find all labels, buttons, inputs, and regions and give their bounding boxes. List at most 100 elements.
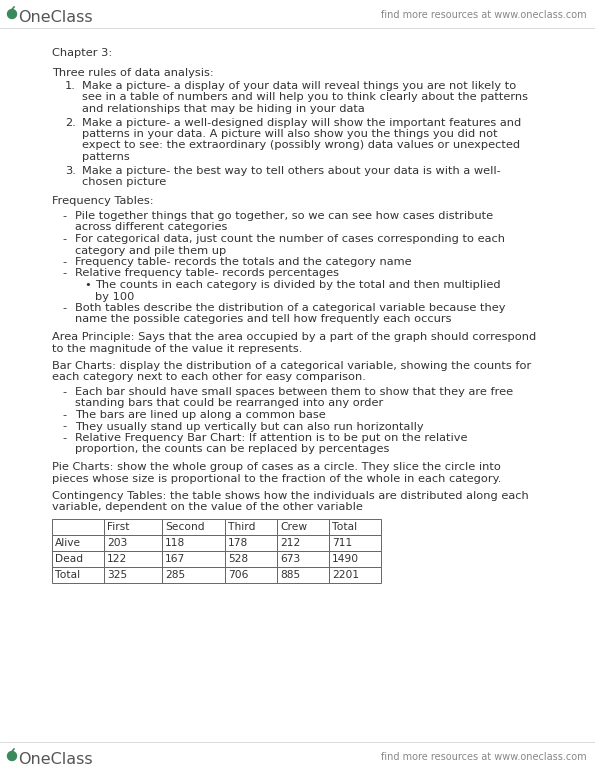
Text: Frequency table- records the totals and the category name: Frequency table- records the totals and …: [75, 257, 412, 267]
Text: 178: 178: [228, 538, 248, 548]
Text: For categorical data, just count the number of cases corresponding to each: For categorical data, just count the num…: [75, 234, 505, 244]
Text: •: •: [84, 280, 91, 290]
Text: see in a table of numbers and will help you to think clearly about the patterns: see in a table of numbers and will help …: [82, 92, 528, 102]
Bar: [162, 567, 225, 583]
Text: Pie Charts: show the whole group of cases as a circle. They slice the circle int: Pie Charts: show the whole group of case…: [52, 462, 501, 472]
Bar: [162, 519, 225, 535]
Text: Second: Second: [165, 522, 205, 532]
Text: 325: 325: [107, 570, 127, 580]
Text: Crew: Crew: [280, 522, 307, 532]
Text: Make a picture- a well-designed display will show the important features and: Make a picture- a well-designed display …: [82, 118, 521, 128]
Text: OneClass: OneClass: [18, 10, 93, 25]
Text: -: -: [62, 269, 66, 279]
Text: Contingency Tables: the table shows how the individuals are distributed along ea: Contingency Tables: the table shows how …: [52, 491, 529, 501]
Text: Area Principle: Says that the area occupied by a part of the graph should corres: Area Principle: Says that the area occup…: [52, 332, 536, 342]
Text: Both tables describe the distribution of a categorical variable because they: Both tables describe the distribution of…: [75, 303, 506, 313]
Text: pieces whose size is proportional to the fraction of the whole in each category.: pieces whose size is proportional to the…: [52, 474, 502, 484]
Text: Third: Third: [228, 522, 255, 532]
Text: -: -: [62, 410, 66, 420]
Text: Alive: Alive: [55, 538, 81, 548]
Bar: [225, 567, 277, 583]
Text: standing bars that could be rearranged into any order: standing bars that could be rearranged i…: [75, 399, 383, 409]
Text: Chapter 3:: Chapter 3:: [52, 48, 112, 58]
Text: proportion, the counts can be replaced by percentages: proportion, the counts can be replaced b…: [75, 444, 389, 454]
Bar: [52, 567, 104, 583]
Text: First: First: [107, 522, 130, 532]
Text: The bars are lined up along a common base: The bars are lined up along a common bas…: [75, 410, 325, 420]
Text: The counts in each category is divided by the total and then multiplied: The counts in each category is divided b…: [95, 280, 500, 290]
Bar: [52, 551, 104, 567]
Text: -: -: [62, 211, 66, 221]
Text: expect to see: the extraordinary (possibly wrong) data values or unexpected: expect to see: the extraordinary (possib…: [82, 140, 520, 150]
Text: 885: 885: [280, 570, 300, 580]
Text: chosen picture: chosen picture: [82, 177, 166, 187]
Text: 1490: 1490: [332, 554, 359, 564]
Text: Total: Total: [55, 570, 80, 580]
Bar: [162, 535, 225, 551]
Text: -: -: [62, 303, 66, 313]
Text: Make a picture- a display of your data will reveal things you are not likely to: Make a picture- a display of your data w…: [82, 81, 516, 91]
Text: Frequency Tables:: Frequency Tables:: [52, 196, 154, 206]
Bar: [162, 551, 225, 567]
Text: Three rules of data analysis:: Three rules of data analysis:: [52, 68, 214, 78]
Bar: [104, 567, 162, 583]
Text: find more resources at www.oneclass.com: find more resources at www.oneclass.com: [381, 752, 587, 762]
Bar: [104, 519, 162, 535]
Bar: [277, 567, 329, 583]
Text: each category next to each other for easy comparison.: each category next to each other for eas…: [52, 373, 366, 383]
Text: 122: 122: [107, 554, 127, 564]
Bar: [225, 551, 277, 567]
Text: -: -: [62, 387, 66, 397]
Text: Dead: Dead: [55, 554, 83, 564]
Bar: [329, 567, 381, 583]
Text: Pile together things that go together, so we can see how cases distribute: Pile together things that go together, s…: [75, 211, 493, 221]
Text: 1.: 1.: [65, 81, 76, 91]
Bar: [52, 535, 104, 551]
Bar: [104, 551, 162, 567]
Text: 167: 167: [165, 554, 185, 564]
Text: 528: 528: [228, 554, 248, 564]
Text: OneClass: OneClass: [18, 752, 93, 767]
Circle shape: [8, 752, 17, 761]
Bar: [104, 535, 162, 551]
Text: by 100: by 100: [95, 292, 134, 302]
Text: Relative Frequency Bar Chart: If attention is to be put on the relative: Relative Frequency Bar Chart: If attenti…: [75, 433, 468, 443]
Text: 673: 673: [280, 554, 300, 564]
Text: name the possible categories and tell how frequently each occurs: name the possible categories and tell ho…: [75, 314, 452, 324]
Text: 711: 711: [332, 538, 352, 548]
Bar: [225, 519, 277, 535]
Text: 706: 706: [228, 570, 248, 580]
Text: 212: 212: [280, 538, 300, 548]
Text: find more resources at www.oneclass.com: find more resources at www.oneclass.com: [381, 10, 587, 20]
Text: category and pile them up: category and pile them up: [75, 246, 226, 256]
Bar: [52, 519, 104, 535]
Text: Total: Total: [332, 522, 357, 532]
Text: patterns in your data. A picture will also show you the things you did not: patterns in your data. A picture will al…: [82, 129, 497, 139]
Bar: [329, 535, 381, 551]
Text: -: -: [62, 234, 66, 244]
Text: variable, dependent on the value of the other variable: variable, dependent on the value of the …: [52, 503, 363, 513]
Text: 3.: 3.: [65, 166, 76, 176]
Text: patterns: patterns: [82, 152, 130, 162]
Text: Make a picture- the best way to tell others about your data is with a well-: Make a picture- the best way to tell oth…: [82, 166, 501, 176]
Text: 118: 118: [165, 538, 185, 548]
Text: and relationships that may be hiding in your data: and relationships that may be hiding in …: [82, 104, 365, 114]
Bar: [329, 519, 381, 535]
Text: -: -: [62, 257, 66, 267]
Bar: [277, 535, 329, 551]
Text: to the magnitude of the value it represents.: to the magnitude of the value it represe…: [52, 343, 302, 353]
Text: 203: 203: [107, 538, 127, 548]
Circle shape: [8, 9, 17, 18]
Text: Bar Charts: display the distribution of a categorical variable, showing the coun: Bar Charts: display the distribution of …: [52, 361, 531, 371]
Bar: [277, 519, 329, 535]
Text: 285: 285: [165, 570, 185, 580]
Text: -: -: [62, 433, 66, 443]
Text: Each bar should have small spaces between them to show that they are free: Each bar should have small spaces betwee…: [75, 387, 513, 397]
Bar: [225, 535, 277, 551]
Bar: [329, 551, 381, 567]
Text: 2.: 2.: [65, 118, 76, 128]
Text: Relative frequency table- records percentages: Relative frequency table- records percen…: [75, 269, 339, 279]
Text: They usually stand up vertically but can also run horizontally: They usually stand up vertically but can…: [75, 421, 424, 431]
Text: across different categories: across different categories: [75, 223, 227, 233]
Bar: [277, 551, 329, 567]
